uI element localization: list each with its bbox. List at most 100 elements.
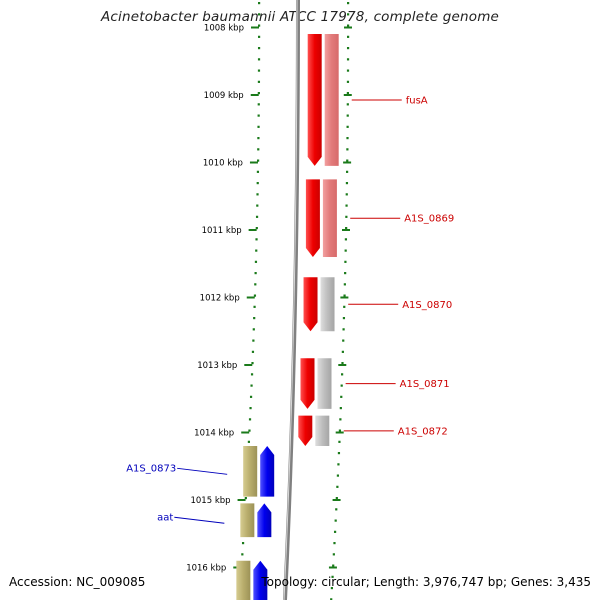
ruler-dot (253, 305, 256, 308)
ruler-dot (241, 542, 245, 545)
gene-shadow-aat (240, 503, 255, 538)
ruler-dot (333, 542, 336, 545)
ruler-dot (253, 317, 256, 320)
ruler-dot (335, 508, 338, 511)
ruler-dot (338, 429, 342, 432)
ruler-dot (254, 272, 257, 275)
ruler-dot (346, 125, 349, 128)
ruler-dot (257, 80, 261, 83)
gene-arrow-a1s-0870 (303, 277, 318, 332)
gene-label-a1s-0872: A1S_0872 (398, 426, 448, 437)
ruler-dot (255, 249, 258, 252)
gene-arrow-a1s-0873 (260, 446, 275, 497)
gene-shadow-a1s-0870 (320, 277, 335, 332)
ruler-tick-label: 1008 kbp (204, 24, 244, 34)
gene-arrow-aat (257, 503, 272, 538)
gene-arrow-a1s-0871 (300, 358, 315, 409)
ruler-dot (330, 598, 333, 600)
gene-label-fusa: fusA (406, 95, 428, 106)
gene-label-a1s-0869: A1S_0869 (404, 214, 454, 225)
ruler-dot (254, 260, 258, 263)
ruler-dot (256, 193, 259, 196)
ruler-tick-label: 1015 kbp (190, 496, 230, 506)
ruler-dot (332, 564, 335, 567)
ruler-dot (255, 215, 259, 218)
gene-shadow-a1s-0872 (315, 415, 330, 446)
gene-arrow-a1s-0869 (305, 179, 320, 257)
ruler-dot (346, 24, 350, 27)
ruler-dot (256, 182, 259, 185)
ruler-dot (342, 328, 345, 331)
ruler-tick-label: 1012 kbp (200, 294, 240, 304)
ruler-dot (258, 13, 261, 16)
ruler-dot (249, 407, 252, 410)
ruler-dot (345, 170, 349, 173)
ruler-dot (244, 497, 247, 500)
ruler-dot (342, 339, 345, 342)
ruler-dot (343, 283, 346, 286)
ruler-dot (255, 227, 258, 230)
gene-label-aat: aat (157, 512, 173, 523)
gene-arrow-a1s-0872 (298, 415, 313, 446)
gene-features (236, 34, 339, 600)
ruler-dot (256, 204, 259, 207)
ruler-dot (248, 418, 252, 421)
ruler-dot (340, 384, 343, 387)
ruler-dot (347, 2, 350, 5)
ruler-dot (342, 317, 346, 320)
ruler-dot (257, 58, 261, 61)
ruler-dot (255, 238, 258, 241)
ruler-dot (346, 114, 349, 117)
ruler-dot (345, 204, 348, 207)
ruler-dot (252, 328, 255, 331)
ruler-dot (333, 530, 337, 533)
leader-line-a1s-0873 (177, 467, 228, 475)
ruler-dot (257, 137, 260, 140)
ruler-dot (336, 474, 340, 477)
ruler-dot (346, 148, 349, 151)
gene-arrow-unlabeled-7 (253, 560, 268, 600)
ruler-dot (257, 125, 260, 128)
ruler-dot (337, 463, 340, 466)
ruler-dot (249, 395, 253, 398)
ruler-dot (251, 362, 254, 365)
ruler-dot (341, 362, 344, 365)
ruler-tick-label: 1014 kbp (194, 429, 234, 439)
ruler-dot (338, 440, 341, 443)
ruler-dot (336, 485, 339, 488)
ruler-dot (257, 92, 260, 95)
ruler-dot (257, 24, 261, 27)
gene-shadow-a1s-0869 (322, 179, 337, 257)
ruler-dot (343, 305, 346, 308)
topology-label: Topology: circular; Length: 3,976,747 bp… (261, 575, 591, 589)
ruler-dot (344, 260, 347, 263)
ruler-dot (340, 395, 343, 398)
gene-shadow-a1s-0871 (317, 358, 332, 409)
ruler-dot (331, 575, 334, 578)
ruler-dot (344, 238, 348, 241)
ruler-dot (250, 384, 253, 387)
ruler-dot (334, 519, 337, 522)
ruler-dot (248, 429, 251, 432)
gene-arrow-fusa (307, 34, 322, 166)
ruler-dot (257, 148, 260, 151)
ruler-tick-label: 1009 kbp (204, 91, 244, 101)
ruler-dot (345, 215, 348, 218)
ruler-dot (346, 47, 350, 50)
ruler-dot (344, 272, 347, 275)
gene-labels: fusA A1S_0869 A1S_0870 A1S_0871 A1S_0872 A1S_… (126, 95, 454, 524)
ruler-dot (345, 182, 349, 185)
leader-line-aat (174, 516, 225, 524)
ruler-dot (346, 92, 349, 95)
gene-shadow-a1s-0873 (243, 446, 258, 497)
ruler-dot (252, 339, 255, 342)
ruler-dot (346, 69, 350, 72)
gene-label-a1s-0873: A1S_0873 (126, 463, 176, 474)
ruler-dot (257, 47, 261, 50)
ruler-dot (346, 159, 349, 162)
ruler-dot (330, 587, 333, 590)
genome-backbone (283, 0, 300, 600)
gene-shadow-unlabeled-7 (236, 560, 251, 600)
ruler-dot (258, 2, 261, 5)
